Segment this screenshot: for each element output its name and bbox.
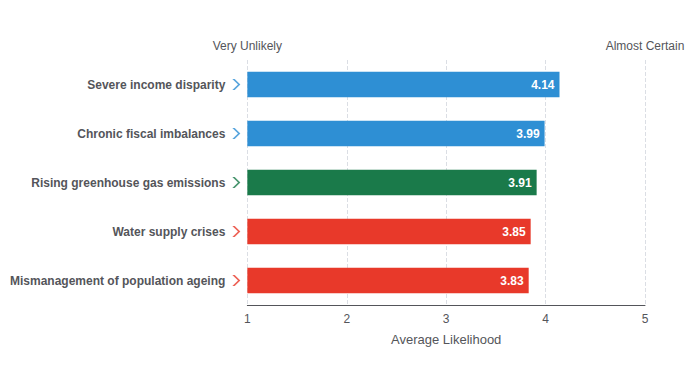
- svg-text:Water supply crises: Water supply crises: [112, 225, 225, 239]
- svg-text:3.83: 3.83: [500, 274, 524, 288]
- svg-text:3.85: 3.85: [502, 225, 526, 239]
- svg-text:3.99: 3.99: [516, 127, 540, 141]
- svg-text:5: 5: [642, 312, 649, 326]
- svg-text:Severe income disparity: Severe income disparity: [87, 78, 225, 92]
- svg-text:Very Unlikely: Very Unlikely: [213, 39, 282, 53]
- svg-text:Chronic fiscal imbalances: Chronic fiscal imbalances: [77, 127, 225, 141]
- svg-text:2: 2: [343, 312, 350, 326]
- svg-text:1: 1: [244, 312, 251, 326]
- svg-text:Average Likelihood: Average Likelihood: [391, 332, 501, 347]
- svg-text:4.14: 4.14: [531, 78, 555, 92]
- svg-text:3.91: 3.91: [508, 176, 532, 190]
- svg-text:4: 4: [542, 312, 549, 326]
- svg-text:Mismanagement of population ag: Mismanagement of population ageing: [10, 274, 225, 288]
- svg-text:3: 3: [443, 312, 450, 326]
- svg-text:Almost Certain: Almost Certain: [606, 39, 685, 53]
- svg-text:Rising greenhouse gas emission: Rising greenhouse gas emissions: [31, 176, 225, 190]
